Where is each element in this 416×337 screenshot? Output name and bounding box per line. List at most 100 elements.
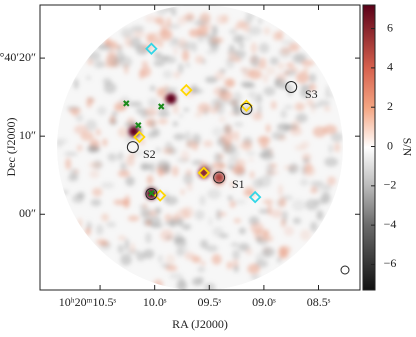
noise-blob bbox=[175, 247, 184, 257]
noise-blob bbox=[328, 143, 333, 154]
noise-blob bbox=[302, 157, 310, 164]
noise-blob bbox=[325, 85, 330, 97]
noise-blob bbox=[162, 70, 173, 79]
noise-blob bbox=[133, 30, 145, 38]
noise-blob bbox=[324, 157, 339, 167]
noise-blob bbox=[232, 34, 244, 44]
noise-blob bbox=[241, 140, 253, 151]
noise-blob bbox=[130, 36, 141, 49]
noise-blob bbox=[300, 229, 311, 241]
noise-blob bbox=[250, 222, 264, 234]
x-tick-label: 09.0ˢ bbox=[252, 295, 276, 309]
noise-blob bbox=[289, 127, 303, 136]
green-cross bbox=[123, 100, 130, 107]
noise-blob bbox=[155, 147, 162, 152]
noise-blob bbox=[211, 161, 225, 170]
noise-blob bbox=[209, 41, 220, 51]
noise-blob bbox=[185, 62, 190, 68]
yellow-diamond bbox=[180, 83, 193, 97]
noise-blob bbox=[127, 215, 140, 222]
circle-marker bbox=[240, 102, 253, 115]
colorbar bbox=[362, 4, 376, 291]
noise-blob bbox=[286, 62, 295, 68]
noise-blob bbox=[120, 161, 125, 170]
noise-blob bbox=[77, 217, 83, 229]
noise-blob bbox=[173, 133, 185, 141]
noise-blob bbox=[296, 71, 309, 84]
noise-blob bbox=[235, 143, 243, 148]
colorbar-tick-label: −2 bbox=[384, 178, 397, 192]
noise-blob bbox=[130, 242, 135, 254]
noise-blob bbox=[258, 152, 271, 158]
noise-blob bbox=[205, 244, 219, 252]
noise-blob bbox=[117, 151, 124, 161]
noise-blob bbox=[299, 178, 309, 187]
x-tick-label: 08.5ˢ bbox=[307, 295, 331, 309]
noise-blob bbox=[252, 178, 263, 189]
noise-blob bbox=[218, 211, 227, 217]
noise-blob bbox=[172, 121, 178, 127]
noise-blob bbox=[263, 86, 276, 97]
noise-blob bbox=[116, 44, 123, 54]
circle-marker bbox=[126, 141, 139, 154]
noise-blob bbox=[324, 106, 331, 112]
noise-blob bbox=[172, 103, 179, 115]
noise-blob bbox=[334, 142, 341, 153]
noise-blob bbox=[205, 50, 218, 55]
noise-blob bbox=[310, 221, 318, 233]
noise-blob bbox=[193, 21, 206, 26]
noise-blob bbox=[102, 138, 108, 147]
noise-blob bbox=[210, 107, 218, 114]
noise-blob bbox=[314, 198, 325, 206]
noise-blob bbox=[100, 213, 110, 222]
noise-blob bbox=[87, 59, 93, 66]
noise-blob bbox=[310, 103, 321, 109]
noise-blob bbox=[308, 73, 317, 83]
noise-blob bbox=[294, 102, 305, 111]
noise-blob bbox=[61, 190, 69, 195]
noise-blob bbox=[256, 92, 262, 103]
noise-blob bbox=[326, 176, 337, 186]
noise-blob bbox=[117, 244, 125, 254]
noise-blob bbox=[194, 112, 203, 118]
noise-blob bbox=[172, 37, 178, 45]
noise-blob bbox=[212, 25, 218, 37]
noise-blob bbox=[283, 105, 294, 110]
noise-blob bbox=[212, 126, 223, 137]
noise-blob bbox=[85, 227, 91, 236]
noise-blob bbox=[219, 233, 229, 239]
noise-blob bbox=[90, 198, 102, 207]
noise-blob bbox=[191, 277, 203, 286]
noise-blob bbox=[303, 165, 316, 177]
noise-blob bbox=[184, 252, 196, 261]
noise-blob bbox=[255, 252, 265, 263]
noise-blob bbox=[302, 66, 309, 74]
noise-blob bbox=[96, 128, 101, 136]
noise-blob bbox=[147, 97, 159, 108]
noise-blob bbox=[157, 254, 163, 264]
noise-blob bbox=[249, 171, 255, 179]
noise-blob bbox=[200, 261, 206, 266]
noise-blob bbox=[75, 114, 84, 123]
noise-blob bbox=[283, 226, 295, 237]
noise-blob bbox=[233, 199, 247, 205]
noise-blob bbox=[190, 84, 199, 93]
noise-blob bbox=[239, 42, 245, 50]
colorbar-tick-label: −6 bbox=[384, 256, 397, 270]
noise-blob bbox=[76, 144, 83, 152]
noise-blob bbox=[232, 249, 241, 260]
noise-blob bbox=[126, 154, 135, 167]
noise-blob bbox=[117, 170, 131, 178]
x-tick-label: 10.0ˢ bbox=[143, 295, 167, 309]
noise-blob bbox=[235, 158, 246, 169]
noise-blob bbox=[199, 239, 209, 249]
noise-map bbox=[57, 4, 343, 291]
noise-blob bbox=[171, 10, 177, 16]
yellow-diamond bbox=[197, 166, 211, 180]
noise-blob bbox=[244, 16, 253, 26]
noise-blob bbox=[226, 261, 233, 270]
noise-blob bbox=[85, 119, 98, 132]
noise-blob bbox=[184, 130, 191, 142]
noise-blob bbox=[173, 236, 186, 243]
